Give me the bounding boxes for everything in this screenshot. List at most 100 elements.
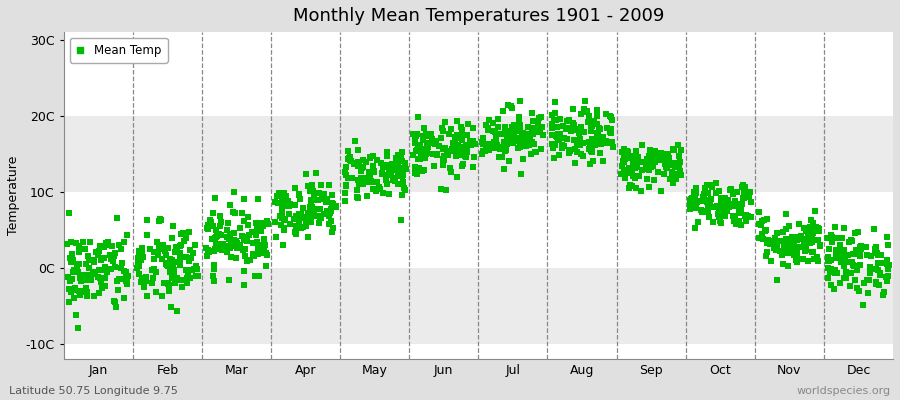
Point <box>739 217 753 224</box>
Point <box>184 255 198 261</box>
Point <box>824 257 838 264</box>
Point <box>140 217 154 223</box>
Point <box>671 162 686 168</box>
Point <box>325 200 339 207</box>
Point <box>632 173 646 180</box>
Point <box>842 239 856 245</box>
Point <box>454 132 468 139</box>
Point <box>699 198 714 205</box>
Point <box>207 261 221 268</box>
Point <box>293 196 308 202</box>
Point <box>256 236 271 242</box>
Point <box>161 288 176 295</box>
Point <box>417 167 431 173</box>
Point <box>719 206 733 213</box>
Point <box>225 209 239 215</box>
Point <box>300 216 314 222</box>
Point <box>119 278 133 284</box>
Point <box>634 188 648 194</box>
Point <box>664 170 679 177</box>
Point <box>546 155 561 161</box>
Point <box>200 252 214 259</box>
Point <box>852 253 867 259</box>
Point <box>760 216 774 222</box>
Point <box>557 143 572 149</box>
Point <box>711 211 725 218</box>
Point <box>289 223 303 229</box>
Point <box>381 181 395 188</box>
Point <box>269 192 284 199</box>
Point <box>709 190 724 196</box>
Point <box>259 263 274 269</box>
Point <box>526 118 540 124</box>
Point <box>825 239 840 245</box>
Point <box>603 113 617 119</box>
Point <box>135 279 149 285</box>
Point <box>688 185 703 192</box>
Point <box>342 156 356 162</box>
Point <box>439 186 454 193</box>
Point <box>326 204 340 210</box>
Point <box>313 214 328 220</box>
Point <box>155 256 169 262</box>
Point <box>482 125 496 132</box>
Point <box>554 131 568 137</box>
Point <box>848 277 862 283</box>
Point <box>777 245 791 251</box>
Point <box>69 262 84 268</box>
Point <box>689 199 704 205</box>
Point <box>717 204 732 211</box>
Point <box>842 270 856 276</box>
Point <box>576 153 590 160</box>
Point <box>481 127 495 133</box>
Point <box>525 126 539 132</box>
Point <box>499 148 513 154</box>
Point <box>179 280 194 286</box>
Point <box>605 117 619 123</box>
Point <box>247 240 261 246</box>
Point <box>448 140 463 146</box>
Point <box>674 147 688 154</box>
Point <box>703 182 717 188</box>
Point <box>359 159 374 165</box>
Point <box>92 248 106 254</box>
Point <box>108 250 122 256</box>
Point <box>176 277 190 284</box>
Point <box>281 198 295 205</box>
Point <box>299 170 313 177</box>
Point <box>147 256 161 262</box>
Point <box>329 204 344 210</box>
Point <box>73 275 87 281</box>
Point <box>259 252 274 258</box>
Point <box>230 240 244 246</box>
Point <box>301 182 315 189</box>
Point <box>835 257 850 263</box>
Point <box>488 145 502 151</box>
Point <box>455 161 470 168</box>
Point <box>406 152 420 158</box>
Point <box>491 124 505 130</box>
Point <box>828 224 842 230</box>
Point <box>397 185 411 192</box>
Point <box>76 272 90 278</box>
Point <box>593 150 608 157</box>
Point <box>658 160 672 167</box>
Point <box>696 194 710 200</box>
Point <box>781 263 796 270</box>
Point <box>728 213 742 219</box>
Point <box>251 196 266 202</box>
Point <box>644 162 658 169</box>
Point <box>500 147 514 153</box>
Point <box>146 274 160 281</box>
Point <box>413 141 428 148</box>
Point <box>119 274 133 280</box>
Point <box>822 258 836 265</box>
Point <box>395 157 410 164</box>
Point <box>258 249 273 256</box>
Point <box>394 152 409 158</box>
Point <box>498 124 512 130</box>
Point <box>504 105 518 111</box>
Point <box>130 255 145 262</box>
Point <box>113 265 128 271</box>
Point <box>583 124 598 130</box>
